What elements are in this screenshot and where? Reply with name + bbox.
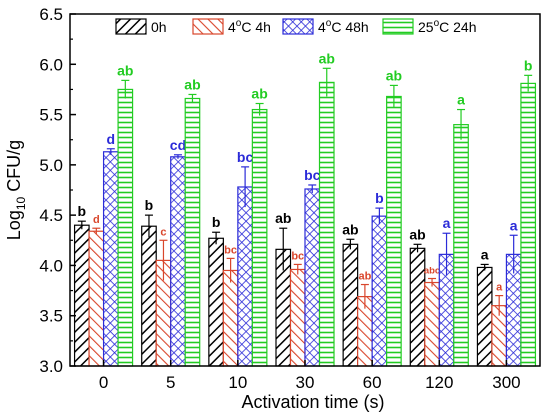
significance-label: ab xyxy=(117,62,133,78)
x-tick-label: 0 xyxy=(99,373,108,392)
bar xyxy=(208,237,224,367)
significance-label: ab xyxy=(251,86,267,102)
significance-label: ab xyxy=(319,50,335,66)
bar xyxy=(520,82,537,367)
significance-label: a xyxy=(457,92,465,108)
significance-label: bc xyxy=(291,250,304,262)
legend-label-text: 4 xyxy=(228,19,236,35)
significance-label: d xyxy=(107,131,116,147)
legend-swatch xyxy=(282,18,314,35)
significance-label: d xyxy=(93,214,100,226)
x-tick-label: 120 xyxy=(425,373,453,392)
significance-label: ab xyxy=(386,67,402,83)
legend-swatch xyxy=(382,18,414,35)
plot-area: bddabbccdabbbcbcababbcbcabababbabababcaa… xyxy=(73,50,537,367)
legend-label: 4oC 4h xyxy=(228,18,271,35)
y-axis-title-subscript: 10 xyxy=(14,196,28,210)
significance-label: bc xyxy=(237,149,254,165)
bar xyxy=(102,151,119,367)
y-axis-title-base: Log xyxy=(4,210,24,240)
significance-label: b xyxy=(78,203,87,219)
y-tick-label: 5.5 xyxy=(39,106,63,125)
legend-label: 4oC 48h xyxy=(318,18,369,35)
legend-label-superscript: o xyxy=(236,18,242,29)
significance-label: b xyxy=(375,190,384,206)
significance-label: abc xyxy=(424,266,440,277)
bar xyxy=(304,188,321,367)
y-axis-title-rest: CFU/g xyxy=(4,140,24,197)
legend-label-superscript: o xyxy=(434,18,440,29)
x-axis: 0 5 10 30 60 120 300 xyxy=(99,360,521,392)
significance-label: ab xyxy=(358,271,371,283)
significance-label: ab xyxy=(184,76,200,92)
significance-label: a xyxy=(481,246,489,262)
significance-label: ab xyxy=(342,221,358,237)
legend: 0h 4oC 4h 4oC 48h 25oC 24h xyxy=(115,18,477,35)
y-tick-label: 4.5 xyxy=(39,206,63,225)
bar xyxy=(476,266,493,367)
x-tick-label: 300 xyxy=(492,373,520,392)
significance-label: a xyxy=(443,215,451,231)
x-tick-label: 5 xyxy=(166,373,175,392)
bar xyxy=(371,215,388,367)
y-tick-label: 5.0 xyxy=(39,156,63,175)
significance-label: a xyxy=(510,217,518,233)
x-tick-label: 60 xyxy=(363,373,382,392)
y-axis: 3.0 3.5 4.0 4.5 5.0 5.5 6.0 6.5 xyxy=(39,5,76,376)
significance-label: b xyxy=(212,214,221,230)
bar xyxy=(237,186,253,367)
legend-label-text: 4 xyxy=(318,19,326,35)
bar xyxy=(222,269,239,367)
legend-label: 25oC 24h xyxy=(418,18,477,35)
legend-label-tail: C 24h xyxy=(439,19,476,35)
legend-label-tail: C 4h xyxy=(241,19,271,35)
bar xyxy=(73,224,90,367)
significance-label: a xyxy=(496,282,503,294)
bar xyxy=(170,156,186,367)
bar xyxy=(141,225,157,367)
legend-label-superscript: o xyxy=(326,18,332,29)
y-tick-label: 6.5 xyxy=(39,5,63,24)
significance-label: ab xyxy=(275,210,291,226)
significance-label: bc xyxy=(304,167,321,183)
x-axis-title: Activation time (s) xyxy=(241,392,384,412)
bar xyxy=(88,230,105,367)
legend-swatch xyxy=(192,18,224,35)
significance-label: cd xyxy=(170,137,186,153)
significance-label: b xyxy=(145,197,154,213)
legend-swatch xyxy=(115,18,147,35)
bar xyxy=(386,95,402,367)
bar xyxy=(251,108,268,367)
legend-label-text: 0h xyxy=(151,19,167,35)
y-tick-label: 4.0 xyxy=(39,256,63,275)
bar xyxy=(117,88,134,367)
significance-label: c xyxy=(160,226,166,238)
y-tick-label: 3.0 xyxy=(39,357,63,376)
bar xyxy=(453,124,469,367)
significance-label: bc xyxy=(224,244,237,256)
significance-label: ab xyxy=(409,226,425,242)
y-axis-title: Log10 CFU/g xyxy=(4,140,28,240)
y-tick-label: 6.0 xyxy=(39,55,63,74)
bar xyxy=(318,81,335,367)
legend-label-tail: C 48h xyxy=(331,19,368,35)
bar xyxy=(409,247,426,367)
x-tick-label: 30 xyxy=(296,373,315,392)
bar xyxy=(184,97,201,367)
y-tick-label: 3.5 xyxy=(39,307,63,326)
legend-label-text: 25 xyxy=(418,19,434,35)
x-tick-label: 10 xyxy=(228,373,247,392)
significance-label: b xyxy=(524,57,533,73)
legend-label: 0h xyxy=(151,19,167,35)
bar xyxy=(289,268,306,367)
bar xyxy=(342,243,359,367)
bar xyxy=(424,281,440,367)
